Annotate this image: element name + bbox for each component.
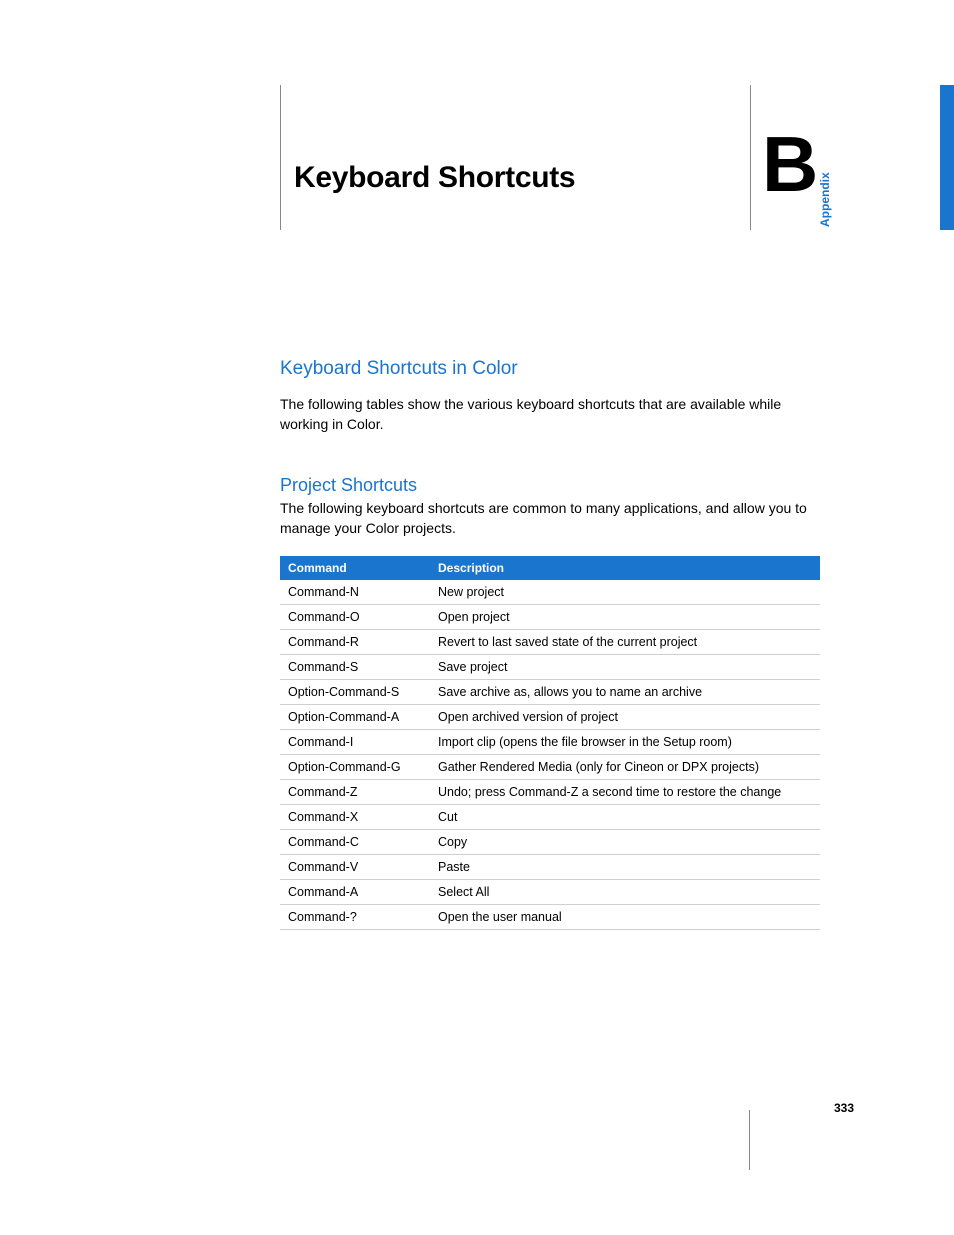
header-rule-left — [280, 85, 281, 230]
subsection-body-project: The following keyboard shortcuts are com… — [280, 498, 820, 539]
table-row: Command-NNew project — [280, 580, 820, 605]
section-body-main: The following tables show the various ke… — [280, 394, 820, 435]
table-row: Command-ASelect All — [280, 880, 820, 905]
cell-command: Command-C — [280, 830, 430, 855]
table-row: Command-SSave project — [280, 655, 820, 680]
cell-description: Undo; press Command-Z a second time to r… — [430, 780, 820, 805]
table-header-row: Command Description — [280, 556, 820, 580]
section-heading-main: Keyboard Shortcuts in Color — [280, 358, 820, 380]
cell-description: Cut — [430, 805, 820, 830]
cell-description: Gather Rendered Media (only for Cineon o… — [430, 755, 820, 780]
table-row: Command-?Open the user manual — [280, 905, 820, 930]
cell-command: Command-X — [280, 805, 430, 830]
cell-description: Open archived version of project — [430, 705, 820, 730]
cell-description: Paste — [430, 855, 820, 880]
cell-command: Command-? — [280, 905, 430, 930]
cell-command: Option-Command-S — [280, 680, 430, 705]
cell-command: Command-S — [280, 655, 430, 680]
table-row: Option-Command-GGather Rendered Media (o… — [280, 755, 820, 780]
cell-description: Open the user manual — [430, 905, 820, 930]
cell-description: Copy — [430, 830, 820, 855]
table-row: Command-VPaste — [280, 855, 820, 880]
header-rule-right — [750, 85, 751, 230]
cell-command: Command-O — [280, 605, 430, 630]
cell-description: Open project — [430, 605, 820, 630]
cell-description: Save project — [430, 655, 820, 680]
table-header-description: Description — [430, 556, 820, 580]
appendix-letter: B — [762, 125, 818, 203]
cell-description: New project — [430, 580, 820, 605]
cell-description: Revert to last saved state of the curren… — [430, 630, 820, 655]
header-region: Keyboard Shortcuts B Appendix — [280, 85, 874, 230]
table-body: Command-NNew projectCommand-OOpen projec… — [280, 580, 820, 930]
table-row: Option-Command-AOpen archived version of… — [280, 705, 820, 730]
table-row: Command-XCut — [280, 805, 820, 830]
cell-description: Import clip (opens the file browser in t… — [430, 730, 820, 755]
table-row: Command-CCopy — [280, 830, 820, 855]
page-title: Keyboard Shortcuts — [294, 161, 575, 195]
cell-command: Command-I — [280, 730, 430, 755]
cell-command: Option-Command-A — [280, 705, 430, 730]
side-tab — [940, 85, 954, 230]
cell-command: Command-V — [280, 855, 430, 880]
subsection-heading-project: Project Shortcuts — [280, 475, 820, 496]
cell-command: Command-Z — [280, 780, 430, 805]
cell-command: Command-R — [280, 630, 430, 655]
page: Keyboard Shortcuts B Appendix Keyboard S… — [0, 0, 954, 1235]
table-row: Command-OOpen project — [280, 605, 820, 630]
content-region: Keyboard Shortcuts in Color The followin… — [280, 358, 820, 930]
footer-rule — [749, 1110, 750, 1170]
cell-command: Command-N — [280, 580, 430, 605]
cell-command: Command-A — [280, 880, 430, 905]
table-row: Command-IImport clip (opens the file bro… — [280, 730, 820, 755]
cell-description: Select All — [430, 880, 820, 905]
cell-description: Save archive as, allows you to name an a… — [430, 680, 820, 705]
cell-command: Option-Command-G — [280, 755, 430, 780]
table-row: Command-RRevert to last saved state of t… — [280, 630, 820, 655]
page-number: 333 — [834, 1101, 854, 1115]
shortcuts-table: Command Description Command-NNew project… — [280, 556, 820, 930]
table-header-command: Command — [280, 556, 430, 580]
appendix-label: Appendix — [818, 172, 832, 227]
table-row: Option-Command-SSave archive as, allows … — [280, 680, 820, 705]
table-row: Command-ZUndo; press Command-Z a second … — [280, 780, 820, 805]
